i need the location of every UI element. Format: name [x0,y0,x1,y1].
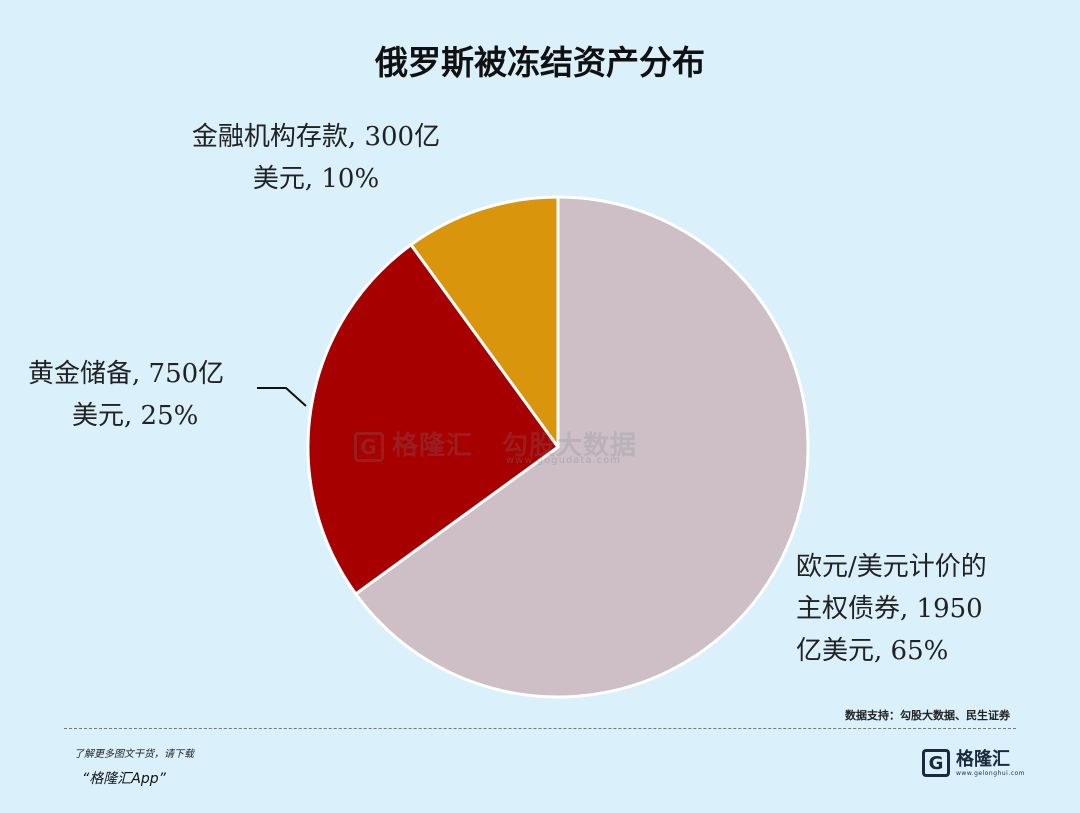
watermark-g-icon: G [354,431,384,462]
data-source: 数据支持：勾股大数据、民生证券 [845,709,1010,722]
slice-label-bonds: 欧元/美元计价的 主权债券, 1950 亿美元, 65% [796,546,987,672]
promo-text: 了解更多图文干货，请下载 [74,749,194,760]
slice-label-bonds-line1: 欧元/美元计价的 [796,552,987,582]
slice-label-gold: 黄金储备, 750亿 美元, 25% [28,353,224,437]
pie-slice-deposits [409,195,560,449]
slice-label-gold-line1: 黄金储备, 750亿 [28,359,225,389]
watermark-url: www.gogudata.com [506,455,622,466]
brand-g-icon: G [922,749,950,777]
slice-label-bonds-line2: 主权债券, 1950 [796,594,983,624]
slice-label-deposits-line2: 美元, 10% [252,164,380,194]
footer-divider [64,728,1016,729]
slice-label-bonds-line3: 亿美元, 65% [796,636,949,666]
brand-url: www.gelonghui.com [956,769,1026,777]
slice-label-deposits-line1: 金融机构存款, 300亿 [191,122,441,152]
pie-slice-gold [306,243,560,596]
watermark-data-text: 勾股大数据 [502,431,638,461]
brand-name: 格隆汇 [956,748,1010,770]
chart-title: 俄罗斯被冻结资产分布 [375,43,705,82]
pie-slices [306,195,810,699]
promo-app-name: “格隆汇App” [82,771,166,787]
gold-leader-line [257,387,307,407]
brand-logo: G 格隆汇 www.gelonghui.com [922,748,1025,778]
slice-label-gold-line2: 美元, 25% [72,401,199,431]
slice-label-deposits: 金融机构存款, 300亿 美元, 10% [166,116,466,200]
pie-slice-bonds [354,195,810,699]
watermark-logo: G 格隆汇 [354,425,473,462]
watermark-logo-text: 格隆汇 [392,431,474,461]
